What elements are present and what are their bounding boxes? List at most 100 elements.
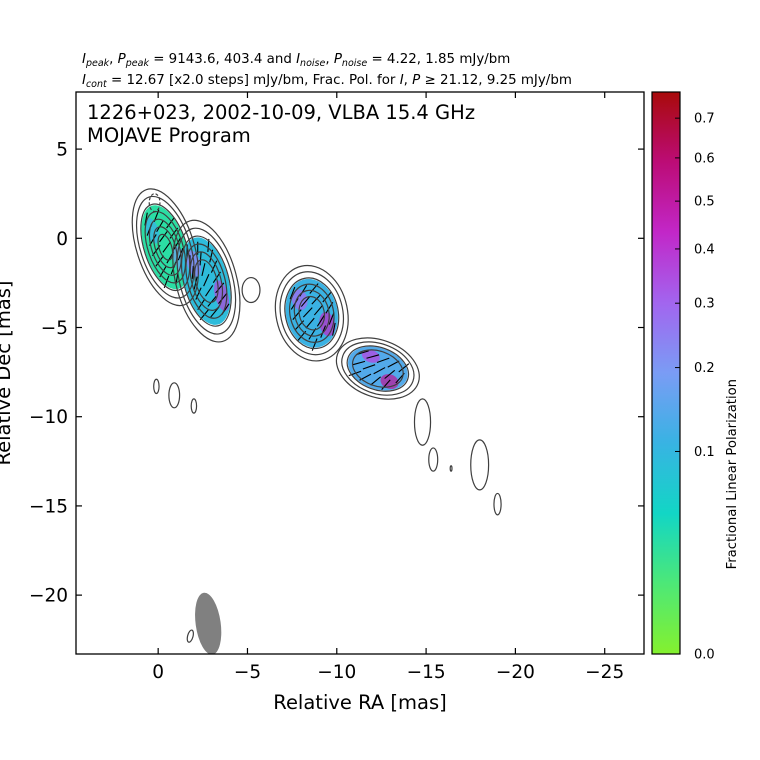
y-tick-label: 5	[56, 140, 68, 161]
y-tick-label: −20	[29, 586, 68, 607]
evpa-vector	[144, 212, 148, 226]
evpa-vector	[162, 241, 172, 253]
isolated-contour	[241, 276, 261, 304]
evpa-vector	[155, 255, 164, 267]
evpa-vector	[218, 293, 228, 304]
intensity-contour	[284, 277, 340, 350]
evpa-vector	[348, 370, 362, 377]
intensity-contour	[157, 233, 174, 261]
intensity-contour	[153, 226, 178, 269]
y-tick-label: −15	[29, 496, 68, 517]
evpa-vector	[300, 296, 311, 307]
colorbar-gradient	[651, 91, 681, 655]
evpa-vector	[207, 296, 217, 307]
header-line-1: Ipeak, Ppeak = 9143.6, 403.4 and Inoise,…	[82, 52, 510, 69]
intensity-contour	[194, 259, 219, 304]
x-tick-label: 0	[152, 662, 164, 683]
y-axis-label: Relative Dec [mas]	[0, 280, 15, 465]
plot-frame	[75, 91, 645, 655]
evpa-vector	[173, 237, 181, 250]
y-tick-label: 0	[56, 229, 68, 250]
colorbar-tick-label: 0.4	[694, 242, 715, 257]
evpa-vector	[376, 357, 390, 363]
source-annotation: 1226+023, 2002-10-09, VLBA 15.4 GHz	[87, 101, 475, 124]
evpa-vector	[203, 273, 210, 287]
evpa-vector	[305, 317, 315, 329]
intensity-contour	[176, 227, 237, 335]
evpa-vector	[311, 294, 322, 305]
intensity-contour	[293, 289, 330, 337]
evpa-vector	[322, 291, 332, 303]
isolated-contour	[449, 465, 453, 472]
isolated-contour	[493, 492, 502, 516]
colorbar-tick-label: 0.7	[694, 112, 715, 127]
evpa-vector	[292, 309, 302, 320]
colorbar-label: Fractional Linear Polarization	[725, 379, 740, 569]
colorbar: 0.0 0.1 0.2 0.3 0.4 0.5 0.6 0.7 Fractional Line…	[651, 91, 740, 663]
colorbar-tick-label: 0.3	[694, 297, 715, 312]
evpa-vector	[366, 354, 380, 359]
evpa-vector	[191, 265, 194, 279]
beam-contour	[186, 629, 194, 643]
beam-ellipse	[195, 592, 222, 654]
evpa-vector	[156, 220, 164, 233]
intensity-contour	[279, 271, 344, 356]
intensity-contour	[341, 341, 415, 396]
plot-area	[131, 188, 502, 654]
evpa-vector	[398, 363, 410, 373]
y-tick-label: −5	[41, 318, 68, 339]
evpa-vector	[370, 376, 381, 386]
intensity-contour	[289, 283, 335, 343]
colorbar-tick-label: 0.0	[694, 648, 715, 663]
intensity-contour	[131, 188, 199, 307]
colorbar-tick-label: 0.2	[694, 361, 715, 376]
evpa-vector	[352, 360, 366, 366]
evpa-vector	[387, 360, 400, 368]
x-tick-label: −25	[585, 662, 624, 683]
intensity-contour	[346, 345, 410, 392]
intensity-contour	[185, 243, 228, 319]
intensity-contour	[140, 203, 191, 292]
evpa-vector	[201, 263, 206, 276]
colorbar-ticks: 0.0 0.1 0.2 0.3 0.4 0.5 0.6 0.7	[675, 112, 715, 663]
colorbar-tick-label: 0.6	[694, 151, 715, 166]
intensity-contour	[172, 219, 241, 343]
isolated-contour	[413, 398, 432, 446]
evpa-vector	[159, 231, 168, 243]
evpa-vector	[302, 307, 313, 318]
colorbar-tick-label: 0.1	[694, 445, 715, 460]
evpa-vector	[199, 252, 202, 266]
y-tick-label: −10	[29, 407, 68, 428]
intensity-contour	[181, 235, 232, 327]
evpa-vector	[313, 304, 324, 316]
x-tick-label: −15	[407, 662, 446, 683]
isolated-contour	[153, 378, 160, 395]
x-tick-label: −20	[496, 662, 535, 683]
evpa-vector	[381, 379, 391, 390]
intensity-contour	[335, 337, 420, 400]
program-annotation: MOJAVE Program	[87, 124, 251, 147]
evpa-vector	[384, 369, 396, 379]
axes: 0 −5 −10 −15 −20 −25 5 0 −5 −10 −15 −20 Relative RA …	[0, 92, 644, 714]
isolated-contour	[190, 398, 198, 414]
intensity-contour	[298, 295, 326, 331]
evpa-vector	[205, 285, 214, 297]
intensity-contour	[189, 251, 224, 311]
evpa-vector	[332, 322, 336, 336]
evpa-vector	[373, 367, 386, 375]
x-tick-label: −10	[317, 662, 356, 683]
polarization-patch	[348, 346, 410, 391]
evpa-vector	[328, 312, 335, 325]
x-tick-label: −5	[234, 662, 261, 683]
evpa-vector	[166, 217, 175, 229]
colorbar-tick-label: 0.5	[694, 195, 715, 210]
isolated-contour	[168, 382, 181, 409]
evpa-vector	[362, 364, 376, 370]
isolated-contour	[470, 439, 490, 491]
evpa-vector	[289, 286, 296, 300]
intensity-contour	[351, 349, 404, 388]
evpa-vector	[316, 315, 325, 327]
negative-contour	[148, 193, 161, 213]
evpa-vector	[299, 285, 308, 297]
